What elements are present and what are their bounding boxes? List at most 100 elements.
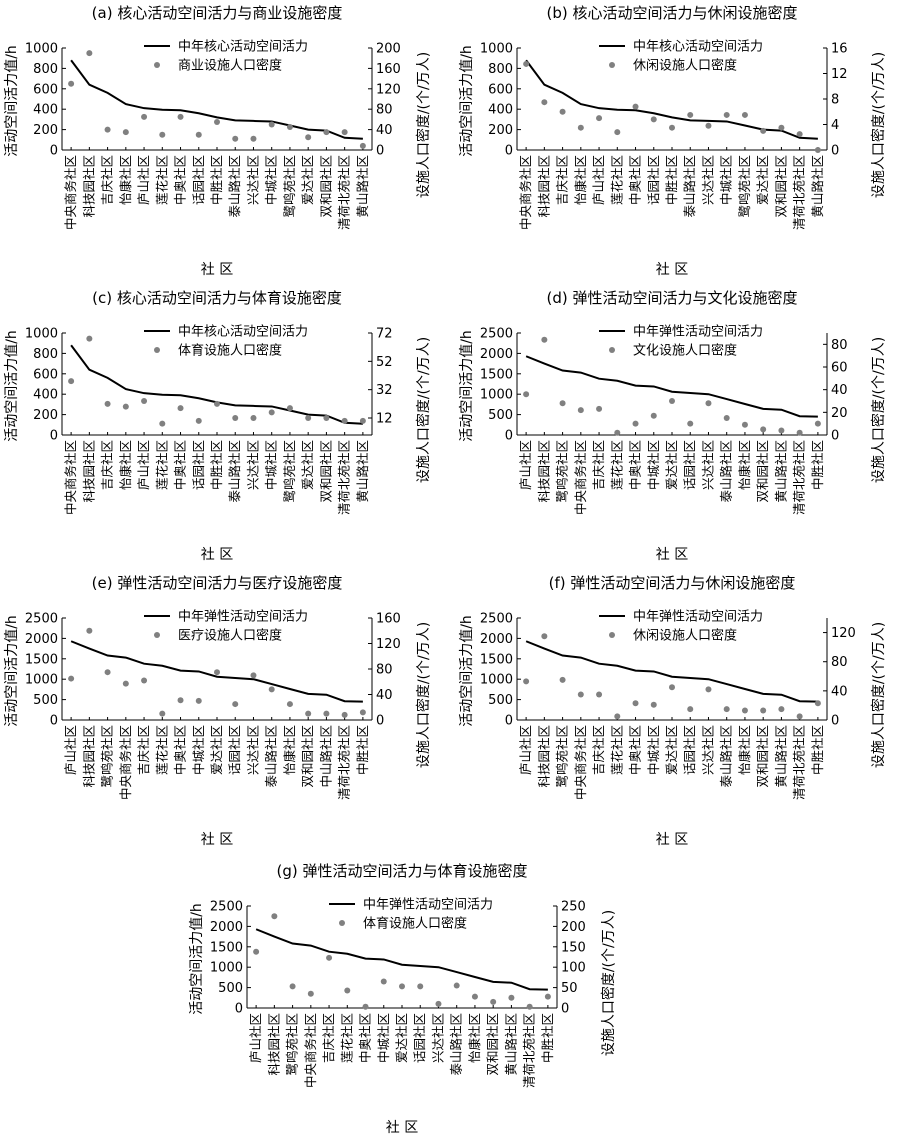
category-label: 兴达社区 <box>245 440 260 490</box>
x-axis-label: 社 区 <box>656 547 688 563</box>
category-label: 中胜社区 <box>664 155 679 205</box>
category-label: 中城社区 <box>264 440 279 490</box>
chart-title: (f) 弹性活动空间活力与休闲设施密度 <box>549 574 796 592</box>
chart-title: (g) 弹性活动空间活力与体育设施密度 <box>277 862 528 880</box>
series-point <box>68 80 75 87</box>
series-point <box>778 427 785 434</box>
legend-label: 体育设施人口密度 <box>178 343 282 359</box>
series-point <box>687 111 694 118</box>
category-label: 黄山路社区 <box>355 155 370 218</box>
left-tick-label: 2000 <box>480 347 513 362</box>
series-point <box>122 129 129 136</box>
left-tick-label: 2000 <box>25 632 58 647</box>
series-point <box>141 677 148 684</box>
category-label: 清荷北苑社区 <box>337 440 352 515</box>
series-point <box>141 113 148 120</box>
category-label: 黄山路社区 <box>503 1013 518 1076</box>
category-label: 双和园社区 <box>318 155 333 218</box>
series-point <box>380 978 387 985</box>
series-point <box>544 993 551 1000</box>
series-point <box>723 706 730 713</box>
y-axis-label: 活动空间活力值/h <box>459 330 475 442</box>
category-label: 中胜社区 <box>209 155 224 205</box>
left-tick-label: 1000 <box>480 673 513 688</box>
category-label: 科技园社区 <box>266 1013 281 1076</box>
legend-dot-swatch <box>154 632 160 638</box>
series-point <box>614 713 621 720</box>
category-label: 话园社区 <box>682 725 697 775</box>
category-label: 鹭鸣苑社区 <box>282 440 297 503</box>
series-point <box>195 131 202 138</box>
series-point <box>305 710 312 717</box>
series-point <box>177 405 184 412</box>
category-label: 中央商务社区 <box>573 440 588 515</box>
series-point <box>760 426 767 433</box>
left-tick-label: 200 <box>33 408 58 423</box>
series-point <box>359 417 366 424</box>
y2-axis-label: 设施人口密度/(个/万人) <box>870 337 887 483</box>
category-label: 双和园社区 <box>755 725 770 788</box>
category-label: 兴达社区 <box>700 725 715 775</box>
right-tick-label: 0 <box>831 714 839 729</box>
right-tick-label: 50 <box>561 981 578 996</box>
left-tick-label: 0 <box>505 144 513 159</box>
series-point <box>523 678 530 685</box>
category-label: 怡康社区 <box>118 440 133 490</box>
category-label: 清荷北苑社区 <box>337 155 352 230</box>
series-point <box>104 400 111 407</box>
x-axis-label: 社 区 <box>201 547 233 563</box>
series-point <box>141 398 148 404</box>
series-point <box>326 954 333 961</box>
series-point <box>159 710 166 717</box>
series-point <box>650 116 657 123</box>
right-tick-label: 200 <box>376 42 401 57</box>
left-tick-label: 600 <box>33 82 58 97</box>
series-point <box>195 697 202 704</box>
series-point <box>541 336 548 343</box>
y-axis-label: 活动空间活力值/h <box>4 615 20 727</box>
series-point <box>778 124 785 131</box>
series-point <box>232 701 239 708</box>
chart-svg: (c) 核心活动空间活力与体育设施密度 0 200 400 600 800 1000 12 32… <box>4 289 432 563</box>
category-label: 双和园社区 <box>755 440 770 503</box>
series-point <box>814 420 821 427</box>
category-label: 中奥社区 <box>628 725 643 775</box>
category-label: 鹭鸣苑社区 <box>737 155 752 218</box>
category-label: 庐山社区 <box>518 440 533 490</box>
left-tick-label: 1000 <box>210 961 243 976</box>
series-point <box>614 429 621 436</box>
right-tick-label: 12 <box>376 412 393 427</box>
category-label: 鹭鸣苑社区 <box>555 725 570 788</box>
series-point <box>614 129 621 136</box>
left-tick-label: 1000 <box>25 673 58 688</box>
category-label: 黄山路社区 <box>810 155 825 218</box>
category-label: 话园社区 <box>191 440 206 490</box>
category-label: 爱达社区 <box>394 1013 409 1063</box>
category-label: 莲花社区 <box>609 440 624 490</box>
chart-title: (c) 核心活动空间活力与体育设施密度 <box>92 289 342 307</box>
left-tick-label: 1500 <box>480 652 513 667</box>
series-point <box>323 710 330 717</box>
series-point <box>650 412 657 419</box>
right-tick-label: 160 <box>376 62 401 77</box>
category-label: 怡康社区 <box>118 155 133 205</box>
category-label: 莲花社区 <box>154 155 169 205</box>
category-label: 中奥社区 <box>173 725 188 775</box>
series-point <box>559 676 566 683</box>
y-axis-label: 活动空间活力值/h <box>4 330 20 442</box>
x-axis-label: 社 区 <box>656 262 688 278</box>
series-point <box>307 990 314 997</box>
category-label: 中城社区 <box>646 440 661 490</box>
left-tick-label: 2500 <box>210 900 243 915</box>
category-label: 鹭鸣苑社区 <box>555 440 570 503</box>
category-label: 爱达社区 <box>755 155 770 205</box>
series-point <box>250 135 257 142</box>
category-label: 清荷北苑社区 <box>522 1013 537 1088</box>
chart-svg: (a) 核心活动空间活力与商业设施密度 0 200 400 600 800 1000 0 40 8… <box>4 4 432 278</box>
category-label: 吉庆社区 <box>136 725 151 775</box>
category-label: 中胜社区 <box>810 440 825 490</box>
right-tick-label: 0 <box>831 144 839 159</box>
category-label: 中山路社区 <box>318 725 333 788</box>
category-label: 话园社区 <box>412 1013 427 1063</box>
chart-panel-f: (f) 弹性活动空间活力与休闲设施密度 0 500 1000 1500 2000 2500 0… <box>455 570 900 852</box>
